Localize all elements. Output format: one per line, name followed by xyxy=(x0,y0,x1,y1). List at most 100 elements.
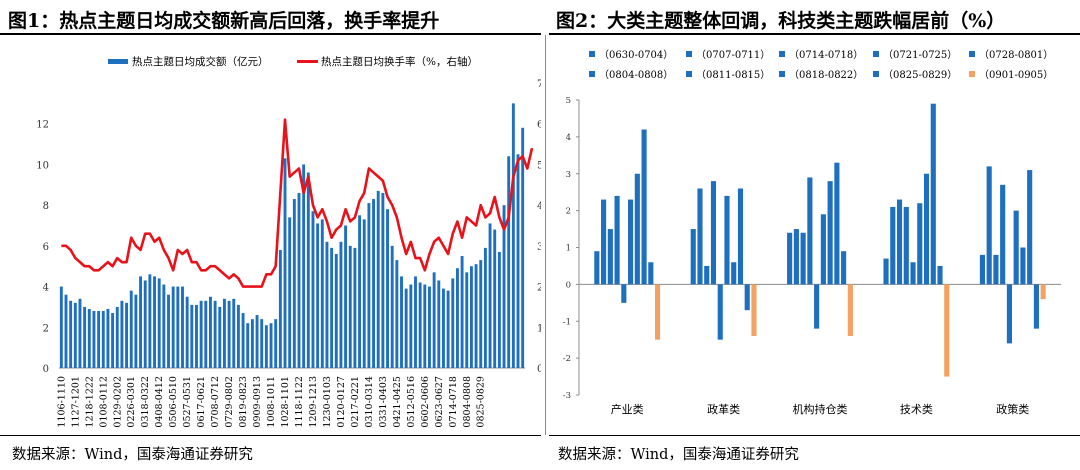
volume-bar xyxy=(106,308,110,368)
volume-bar xyxy=(241,313,245,368)
legend-label: （0721-0725） xyxy=(883,49,957,61)
left-source-note: 数据来源：Wind，国泰海通证券研究 xyxy=(12,447,253,463)
volume-bar xyxy=(376,190,380,368)
volume-bar xyxy=(101,311,105,368)
volume-bar xyxy=(432,272,436,368)
return-bar xyxy=(827,181,833,285)
legend-label: （0630-0704） xyxy=(599,49,673,61)
legend-swatch xyxy=(969,51,975,57)
x-tick-label: 1028-1101 xyxy=(280,376,291,428)
left-axis-tick-label: 8 xyxy=(43,201,49,212)
return-bar xyxy=(896,199,903,285)
legend-swatch xyxy=(686,71,692,77)
volume-bar xyxy=(442,288,445,368)
return-bar xyxy=(917,203,923,285)
volume-bar xyxy=(278,249,282,368)
volume-bar xyxy=(334,254,338,368)
volume-bar xyxy=(414,276,417,368)
x-tick-label: 0120-0127 xyxy=(336,376,347,428)
right-axis-tick-label: 7 xyxy=(537,79,541,90)
volume-bar xyxy=(59,286,63,368)
volume-bar xyxy=(320,219,324,368)
return-bar xyxy=(1020,247,1026,285)
panel-divider xyxy=(545,35,546,435)
right-axis-tick-label: 2 xyxy=(537,283,541,294)
x-tick-label: 1008-1011 xyxy=(266,376,277,428)
y-tick-label: -1 xyxy=(563,317,571,327)
volume-bar xyxy=(209,296,212,368)
right-bottom-rule xyxy=(549,435,1080,436)
return-bar xyxy=(594,251,600,285)
return-bar xyxy=(648,262,654,285)
return-bar xyxy=(710,181,717,285)
volume-bar xyxy=(493,229,497,368)
x-tick-label: 1209-1213 xyxy=(308,376,319,428)
return-bar xyxy=(737,188,744,285)
x-tick-label: 1118-1122 xyxy=(294,376,305,428)
return-bar xyxy=(1027,170,1033,285)
legend-label: （0728-0801） xyxy=(979,49,1053,61)
return-bar xyxy=(820,214,826,285)
return-bar xyxy=(731,262,737,285)
return-bar xyxy=(634,173,640,285)
volume-bar xyxy=(516,154,520,368)
x-tick-label: 0714-0718 xyxy=(448,376,459,428)
volume-bar xyxy=(139,276,142,368)
return-bar xyxy=(628,199,634,285)
return-bar xyxy=(614,195,620,285)
return-bar xyxy=(787,232,793,285)
left-chart-title: 图1：热点主题日均成交额新高后回落，换手率提升 xyxy=(8,10,440,32)
volume-bar xyxy=(213,300,217,368)
return-bar xyxy=(986,166,992,285)
volume-bar xyxy=(325,241,329,368)
volume-bar xyxy=(511,103,515,369)
return-bar xyxy=(1013,210,1019,285)
category-label: 政革类 xyxy=(707,402,740,416)
category-label: 产业类 xyxy=(611,402,644,416)
volume-bar xyxy=(69,300,73,368)
x-tick-label: 1230-0103 xyxy=(322,376,333,428)
volume-bar xyxy=(260,319,264,368)
volume-bar xyxy=(269,323,273,368)
volume-bar xyxy=(129,290,133,368)
right-axis-tick-label: 1 xyxy=(537,323,541,334)
volume-bar xyxy=(236,304,240,368)
volume-bar xyxy=(78,298,82,368)
return-bar xyxy=(993,254,999,285)
volume-bar xyxy=(521,127,525,368)
volume-bar xyxy=(120,300,124,368)
theme-return-chart: （0630-0704） （0707-0711） （0714-0718） （0721-0… xyxy=(563,49,1061,416)
legend-swatch xyxy=(589,71,595,77)
return-bar xyxy=(724,195,730,285)
volume-bar xyxy=(474,264,478,368)
x-tick-label: 0331-0403 xyxy=(378,376,389,428)
volume-bar xyxy=(97,311,101,368)
volume-bar xyxy=(353,247,357,368)
volume-bar xyxy=(204,300,208,368)
x-tick-label: 0108-0112 xyxy=(98,376,109,428)
x-tick-label: 0708-0712 xyxy=(210,376,221,428)
return-bar xyxy=(690,229,696,285)
legend-swatch-volume xyxy=(108,59,128,64)
right-axis-tick-label: 0 xyxy=(537,364,541,375)
return-bar xyxy=(1033,284,1039,329)
right-title-rule xyxy=(549,33,1080,35)
legend-label: （0901-0905） xyxy=(979,69,1053,81)
volume-bar xyxy=(483,247,487,368)
legend-swatch xyxy=(779,51,785,57)
return-bar xyxy=(883,258,889,285)
y-tick-label: 4 xyxy=(566,133,571,143)
volume-bar xyxy=(409,284,413,368)
x-tick-label: 0512-0516 xyxy=(406,376,417,428)
volume-bar xyxy=(437,280,441,368)
y-tick-label: -2 xyxy=(563,354,571,364)
volume-bar xyxy=(157,278,161,368)
x-tick-label: 0421-0425 xyxy=(392,376,403,428)
volume-bar xyxy=(306,172,310,368)
volume-bar xyxy=(488,223,492,368)
legend-label: （0811-0815） xyxy=(696,69,770,81)
return-bar xyxy=(717,284,723,340)
legend-label: （0804-0808） xyxy=(599,69,673,81)
y-tick-label: 2 xyxy=(566,207,571,217)
volume-bar xyxy=(115,306,119,368)
